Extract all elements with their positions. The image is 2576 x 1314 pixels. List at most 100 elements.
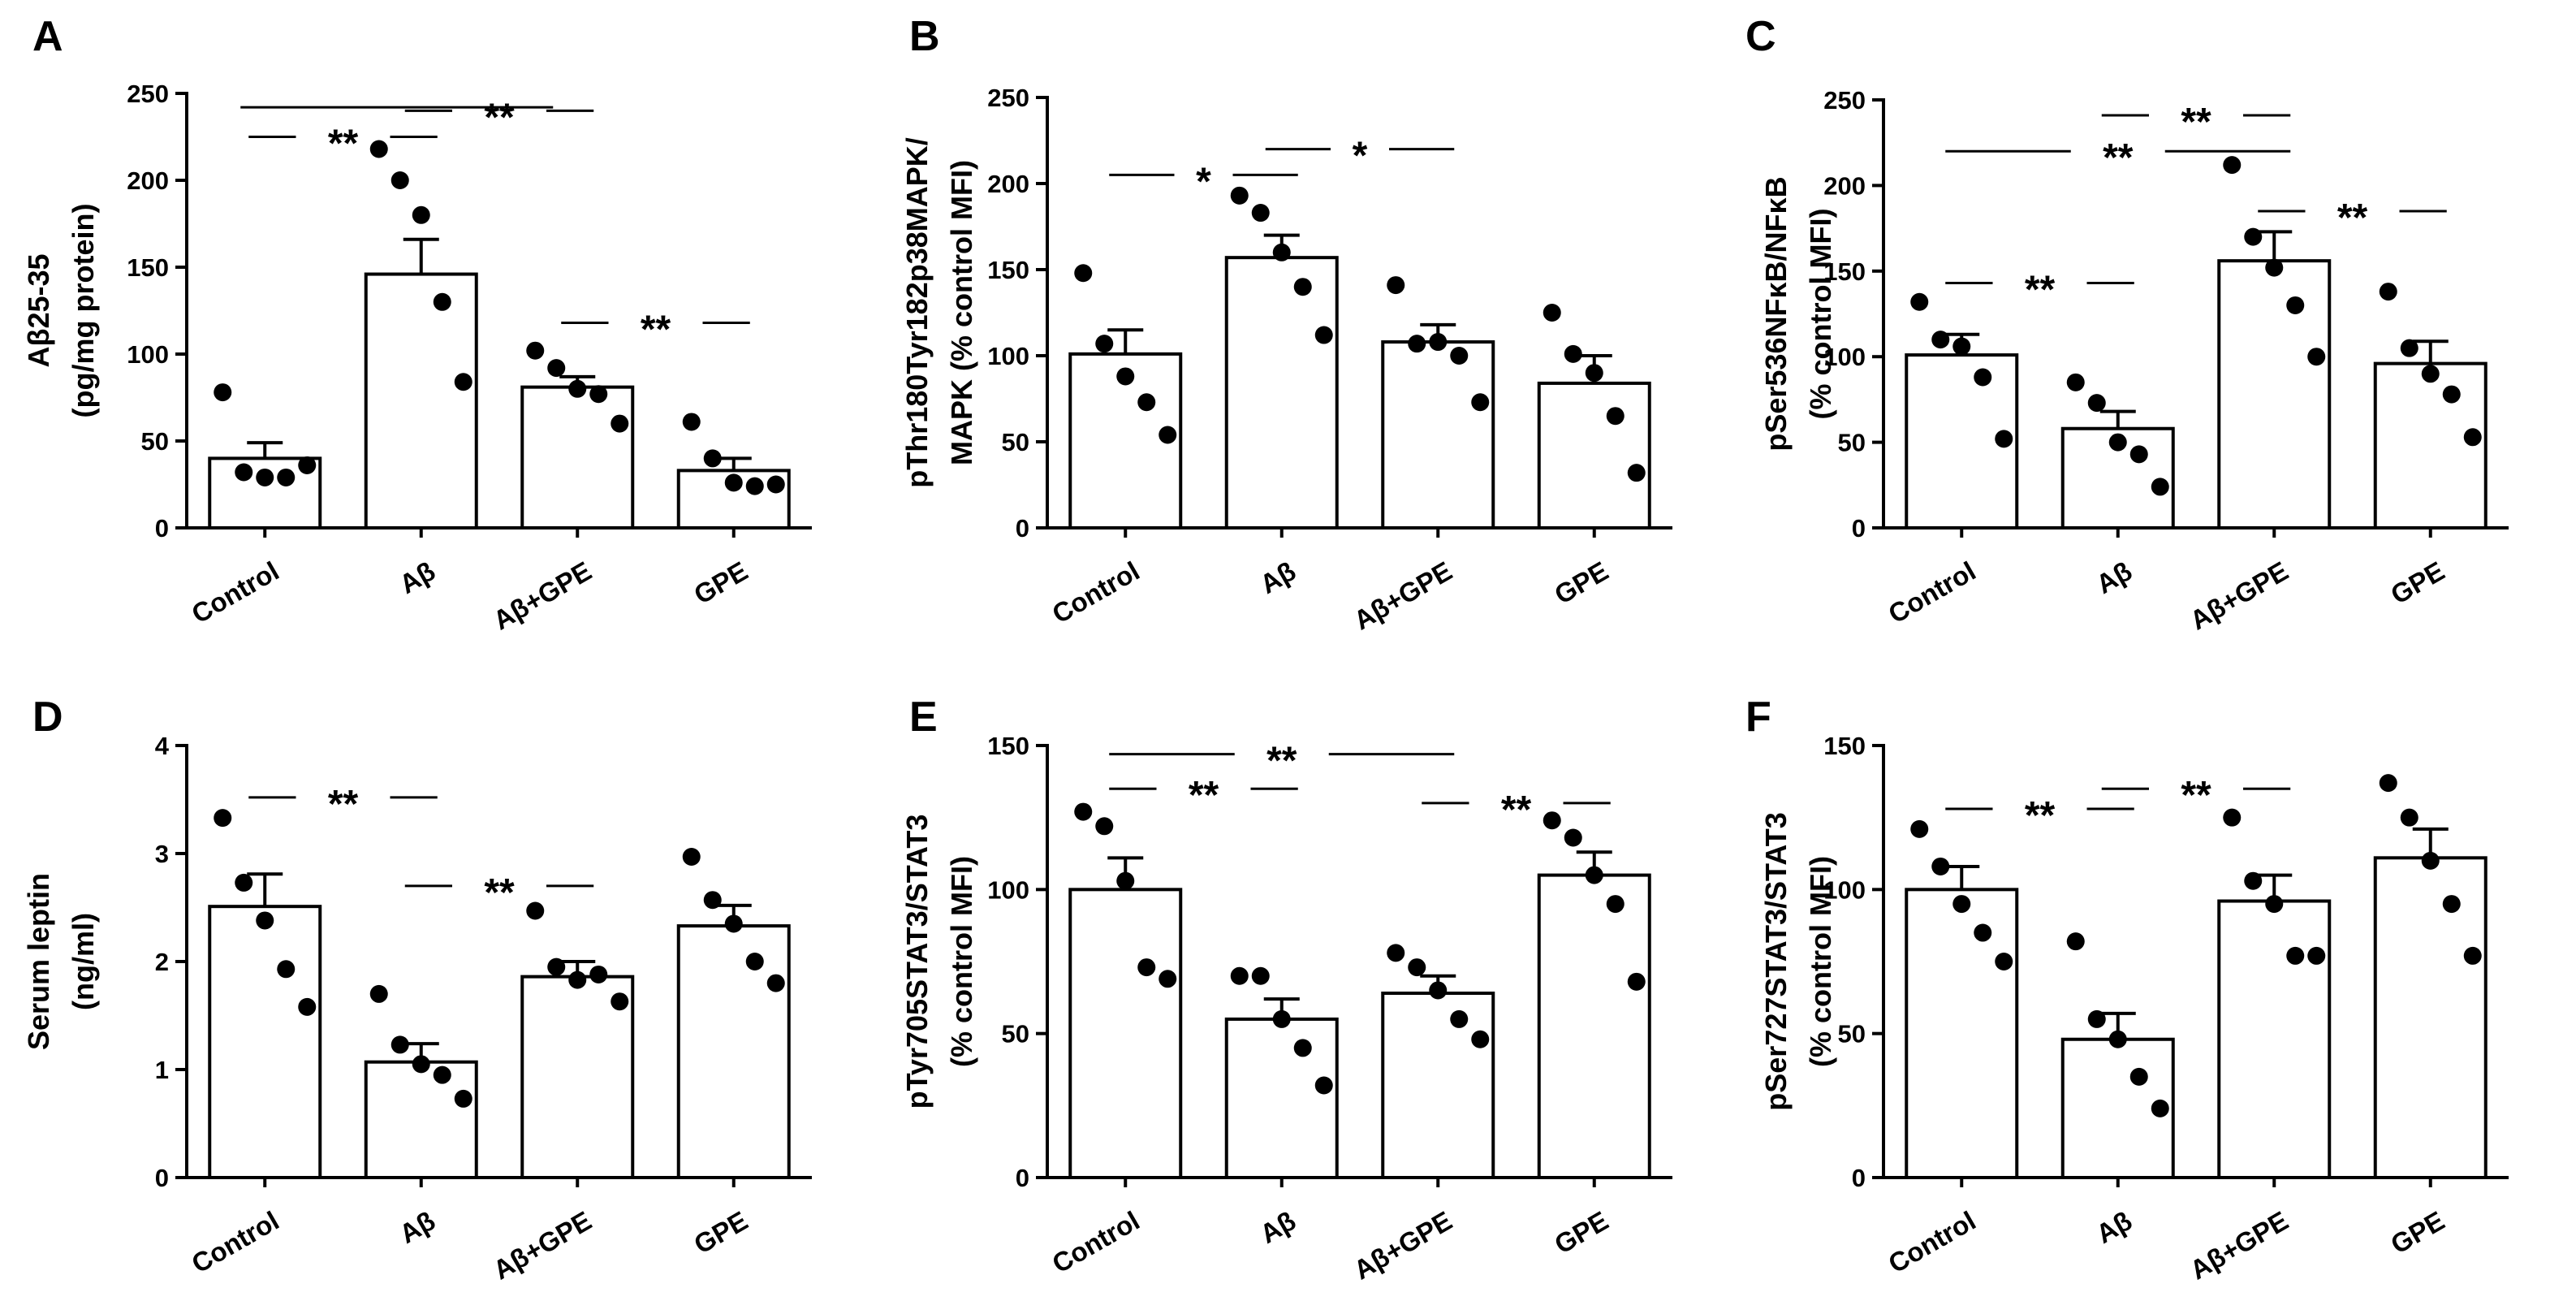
significance-stars: ** <box>1266 740 1297 783</box>
significance-stars: ** <box>641 308 671 351</box>
data-point <box>589 385 608 404</box>
y-axis-label: (% control MFI) <box>945 856 978 1067</box>
bar <box>1537 381 1651 530</box>
y-axis-label: Serum leptin <box>22 873 55 1050</box>
significance-stars: ** <box>2337 197 2368 240</box>
x-category-label: Aβ <box>2091 555 2138 599</box>
data-point <box>454 1089 472 1108</box>
data-point <box>1564 344 1582 363</box>
data-point <box>611 414 629 433</box>
data-point <box>277 468 296 486</box>
data-point <box>369 140 388 158</box>
y-tick-label: 4 <box>155 732 170 760</box>
x-category-label: Control <box>1047 1205 1145 1279</box>
data-point <box>1429 981 1448 1000</box>
significance-stars: ** <box>328 123 359 166</box>
data-point <box>2151 1099 2169 1117</box>
data-point <box>1450 1009 1469 1028</box>
data-point <box>1293 278 1312 296</box>
x-category-label: Aβ+GPE <box>1348 555 1457 636</box>
y-tick-label: 3 <box>155 840 169 868</box>
significance-stars: ** <box>328 783 359 826</box>
data-point <box>2066 932 2085 951</box>
y-axis-label: pSer727STAT3/STAT3 <box>1759 812 1793 1110</box>
data-point <box>724 473 743 492</box>
data-point <box>1387 276 1405 295</box>
data-point <box>1408 335 1426 353</box>
y-tick-label: 50 <box>1838 429 1866 457</box>
data-point <box>1137 393 1156 412</box>
y-tick-label: 50 <box>1838 1020 1866 1048</box>
data-point <box>235 873 253 892</box>
data-point <box>412 1055 430 1074</box>
data-point <box>1095 335 1114 353</box>
data-point <box>2244 227 2263 246</box>
data-point <box>745 477 764 495</box>
bar <box>364 1060 478 1179</box>
y-tick-label: 100 <box>987 342 1029 370</box>
data-point <box>390 1035 409 1054</box>
data-point <box>682 847 701 866</box>
x-category-label: Control <box>1883 555 1981 629</box>
data-point <box>454 373 472 391</box>
panel-letter: C <box>1745 13 1776 60</box>
x-category-label: Control <box>187 555 284 629</box>
data-point <box>703 449 722 468</box>
data-point <box>1272 1009 1291 1028</box>
data-point <box>2463 946 2482 965</box>
data-point <box>682 413 701 431</box>
data-point <box>433 292 451 311</box>
significance-stars: ** <box>2181 101 2211 144</box>
x-category-label: GPE <box>2385 555 2449 610</box>
data-point <box>1251 966 1270 985</box>
significance-stars: ** <box>1189 774 1219 817</box>
y-tick-label: 200 <box>1823 171 1866 200</box>
data-point <box>1564 828 1582 847</box>
data-point <box>2421 851 2440 870</box>
x-category-label: Control <box>1047 555 1145 629</box>
x-category-label: Aβ <box>1255 1205 1301 1249</box>
data-point <box>1952 895 1971 914</box>
x-category-label: GPE <box>1549 555 1613 610</box>
data-point <box>2129 1067 2148 1086</box>
y-tick-label: 2 <box>155 948 169 976</box>
data-point <box>1095 817 1114 836</box>
data-point <box>214 809 232 828</box>
significance-stars: ** <box>2181 774 2211 817</box>
significance-stars: ** <box>2103 136 2134 179</box>
bar <box>1381 340 1495 530</box>
significance-stars: * <box>1196 160 1211 203</box>
data-point <box>1910 819 1929 838</box>
data-point <box>1293 1039 1312 1057</box>
panel-letter: D <box>32 694 63 741</box>
data-point <box>1314 1076 1333 1095</box>
data-point <box>1137 958 1156 977</box>
data-point <box>1974 368 1992 387</box>
bar <box>520 385 635 529</box>
y-tick-label: 0 <box>1016 514 1029 542</box>
data-point <box>2108 1030 2127 1048</box>
panel-d: D Serum leptin (ng/ml) 0 1 2 3 4 Control Aβ Aβ+GPE… <box>22 694 812 1286</box>
y-tick-label: 50 <box>1002 1020 1029 1048</box>
data-point <box>568 970 587 989</box>
y-tick-label: 100 <box>127 340 169 369</box>
y-tick-label: 0 <box>155 514 169 542</box>
y-axis-label: pThr180Tyr182p38MAPK/ <box>900 137 934 488</box>
data-point <box>2244 871 2263 890</box>
y-axis-label: pSer536NFκB/NFκB <box>1759 176 1793 451</box>
data-point <box>1543 304 1561 322</box>
data-point <box>1995 430 2013 448</box>
data-point <box>2379 283 2397 301</box>
x-category-label: Control <box>187 1205 284 1279</box>
bar <box>1381 992 1495 1179</box>
y-tick-label: 50 <box>141 427 169 456</box>
data-point <box>1314 326 1333 344</box>
y-tick-label: 150 <box>127 253 169 282</box>
y-axis-label: pTyr705STAT3/STAT3 <box>900 815 934 1109</box>
y-axis-label: (% control MFI) <box>1804 856 1837 1067</box>
data-point <box>526 341 545 360</box>
data-point <box>1543 811 1561 830</box>
